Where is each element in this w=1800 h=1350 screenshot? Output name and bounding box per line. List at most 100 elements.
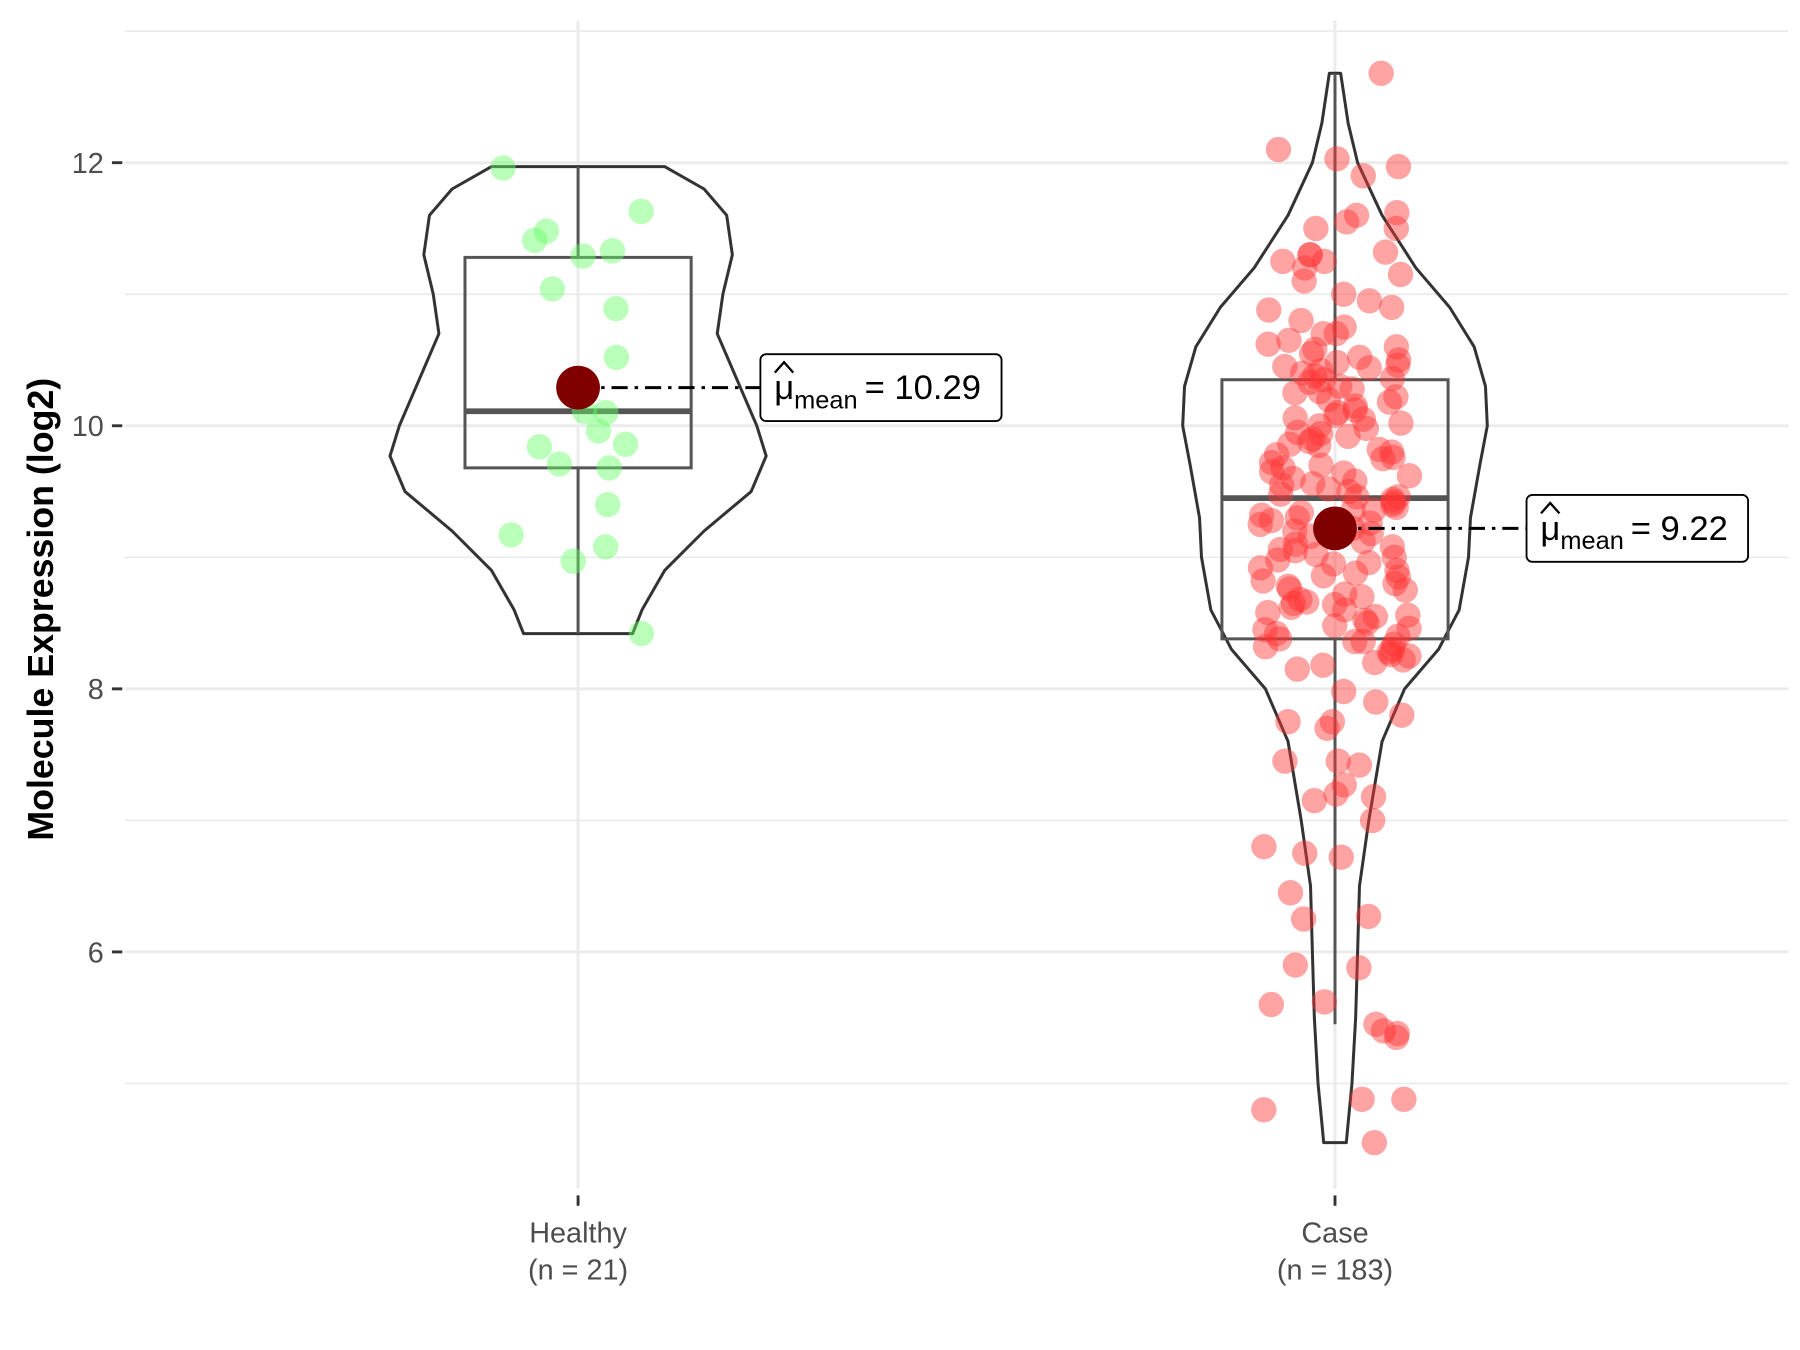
- data-point: [1346, 752, 1373, 778]
- data-point: [1290, 906, 1317, 932]
- data-point: [1378, 642, 1404, 668]
- data-point: [1385, 484, 1411, 510]
- data-point: [1363, 689, 1389, 715]
- data-point: [1270, 248, 1296, 275]
- mean-point: [1313, 506, 1357, 551]
- data-point: [1332, 597, 1358, 623]
- data-point: [1384, 1020, 1410, 1047]
- data-point: [1292, 840, 1318, 866]
- data-point: [1311, 248, 1337, 275]
- data-point: [1294, 589, 1320, 615]
- data-point: [1370, 1018, 1397, 1044]
- data-point: [1331, 772, 1357, 798]
- data-point: [1384, 199, 1410, 226]
- data-point: [1322, 613, 1348, 639]
- data-point: [1275, 573, 1301, 599]
- data-point: [1265, 547, 1291, 573]
- data-point: [1368, 60, 1394, 86]
- data-point: [1333, 209, 1360, 235]
- data-point: [560, 548, 586, 574]
- data-point: [1297, 242, 1323, 268]
- data-point: [1361, 1129, 1388, 1156]
- data-point: [1251, 1097, 1277, 1123]
- mean-label: μmean = 10.29: [774, 369, 981, 414]
- data-point: [1310, 652, 1336, 678]
- mu-symbol: μ: [1540, 510, 1560, 548]
- data-point: [1311, 989, 1338, 1015]
- data-point: [1315, 386, 1342, 413]
- data-point: [1350, 406, 1377, 432]
- data-point: [1330, 281, 1357, 307]
- x-tick-sublabel: (n = 183): [1277, 1255, 1393, 1287]
- data-point: [570, 243, 596, 269]
- data-point: [1361, 497, 1387, 523]
- data-point: [1383, 1024, 1410, 1051]
- data-point: [1349, 1086, 1375, 1112]
- data-point: [1385, 153, 1412, 180]
- data-point: [1342, 628, 1368, 655]
- data-point: [1342, 393, 1368, 419]
- data-point: [1386, 347, 1412, 373]
- data-point: [1319, 709, 1346, 735]
- data-point: [1383, 494, 1409, 521]
- data-point: [1350, 628, 1376, 655]
- data-point: [1390, 647, 1416, 673]
- data-point: [1323, 321, 1349, 347]
- data-point: [1391, 1086, 1417, 1112]
- data-point: [1321, 591, 1348, 618]
- data-point: [1355, 903, 1382, 930]
- data-point: [1323, 402, 1349, 428]
- data-point: [1303, 215, 1329, 242]
- group-case: μmean = 9.22: [1181, 60, 1749, 1156]
- data-point: [1284, 656, 1310, 682]
- data-point: [1256, 297, 1282, 323]
- data-point: [1357, 510, 1383, 536]
- box: [1220, 378, 1450, 641]
- data-point: [1302, 363, 1328, 389]
- data-point: [1282, 952, 1308, 978]
- data-point: [1314, 715, 1340, 741]
- data-point: [1288, 307, 1314, 334]
- data-point: [612, 431, 639, 457]
- data-point: [1291, 268, 1317, 294]
- data-point: [1376, 639, 1402, 665]
- data-point: [1287, 586, 1313, 613]
- data-point: [1328, 844, 1354, 870]
- data-point: [1356, 549, 1382, 576]
- data-point: [1308, 452, 1334, 478]
- data-point: [1380, 492, 1406, 518]
- data-point: [1282, 538, 1308, 564]
- data-point: [1366, 436, 1392, 463]
- data-point: [539, 276, 566, 302]
- data-point: [1396, 615, 1422, 642]
- data-point: [1327, 373, 1353, 399]
- data-point: [526, 434, 553, 460]
- data-point: [1353, 415, 1379, 442]
- data-point: [1362, 649, 1388, 676]
- data-point: [1376, 389, 1403, 415]
- data-point: [1389, 702, 1415, 728]
- data-point: [1296, 428, 1323, 455]
- data-point: [1347, 344, 1373, 371]
- data-point: [593, 399, 619, 426]
- y-tick-label: 10: [72, 411, 104, 443]
- data-point: [1278, 594, 1305, 620]
- data-point: [1325, 748, 1351, 774]
- data-point: [1350, 163, 1376, 189]
- data-point: [1297, 369, 1323, 396]
- data-point: [1387, 261, 1414, 288]
- data-point: [1342, 560, 1369, 586]
- data-point: [1383, 334, 1410, 360]
- data-point: [596, 455, 622, 481]
- data-point: [1307, 378, 1333, 405]
- data-point: [1248, 502, 1275, 528]
- data-point: [1282, 405, 1308, 431]
- data-point: [1272, 353, 1298, 380]
- mean-label: μmean = 9.22: [1540, 510, 1728, 555]
- data-point: [1299, 426, 1326, 452]
- mean-value: = 10.29: [865, 369, 981, 407]
- data-point: [1252, 634, 1279, 660]
- data-point: [1381, 544, 1407, 570]
- data-point: [1380, 444, 1406, 471]
